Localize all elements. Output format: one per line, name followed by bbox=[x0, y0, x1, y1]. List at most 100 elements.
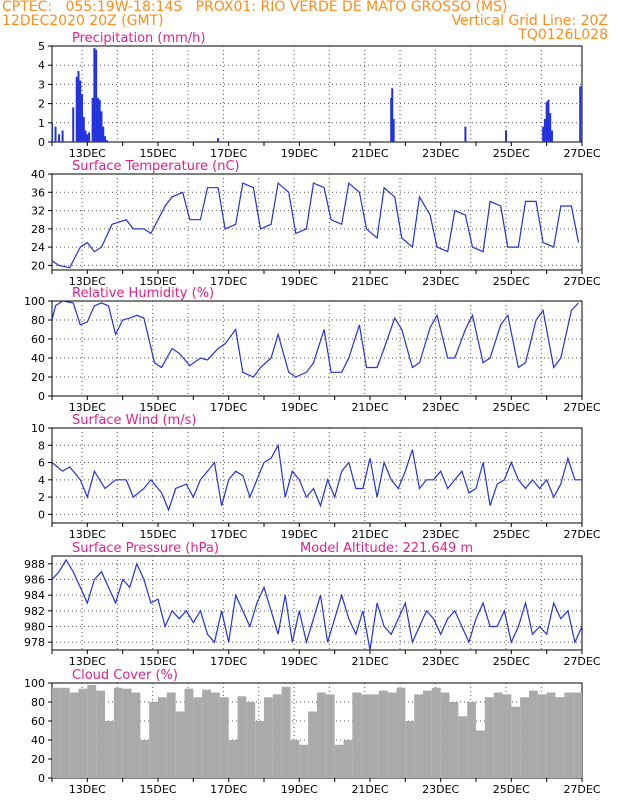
cloud-bar bbox=[202, 689, 211, 778]
precip-xtick-label: 23DEC bbox=[422, 147, 459, 160]
precip-bar bbox=[96, 97, 99, 142]
precip-bar bbox=[91, 97, 94, 142]
cloud-bar bbox=[105, 721, 114, 778]
cloud-title: Cloud Cover (%) bbox=[72, 668, 178, 683]
rh-ytick-label: 0 bbox=[38, 390, 45, 403]
temp-title: Surface Temperature (nC) bbox=[72, 159, 240, 174]
wind-panel: Surface Wind (m/s) 0 2 4 6 8 10 13DEC 15DEC 17DEC… bbox=[31, 413, 601, 541]
cloud-bar bbox=[493, 692, 503, 778]
cloud-bar bbox=[60, 687, 70, 778]
pressure-ytick-label: 978 bbox=[24, 636, 45, 649]
precip-bar bbox=[464, 126, 467, 142]
rh-xtick-label: 23DEC bbox=[422, 401, 459, 414]
temp-xtick-label: 25DEC bbox=[493, 275, 530, 288]
cloud-bar bbox=[193, 697, 203, 778]
precip-bar bbox=[81, 94, 84, 142]
cloud-bar bbox=[370, 694, 379, 778]
precip-panel: Precipitation (mm/h) 0 1 2 3 4 5 13DEC 15DEC 17DE… bbox=[38, 31, 601, 160]
cloud-bar bbox=[529, 690, 538, 778]
wind-ytick-label: 0 bbox=[38, 508, 45, 521]
rh-xtick-label: 13DEC bbox=[69, 401, 106, 414]
precip-bar bbox=[545, 101, 548, 142]
wind-xtick-label: 13DEC bbox=[69, 528, 106, 541]
temp-ytick-label: 36 bbox=[31, 186, 45, 199]
cloud-bar bbox=[317, 692, 326, 778]
cloud-ytick-label: 0 bbox=[38, 772, 45, 785]
wind-frame bbox=[51, 427, 583, 524]
precip-bar bbox=[105, 140, 108, 142]
precip-bar bbox=[95, 49, 98, 142]
precip-frame bbox=[51, 45, 583, 143]
cloud-bar bbox=[175, 711, 185, 778]
temp-ytick-label: 32 bbox=[31, 205, 45, 218]
precip-bar bbox=[550, 130, 553, 142]
rh-xtick-label: 27DEC bbox=[563, 401, 600, 414]
temp-panel: Surface Temperature (nC) 20 24 28 32 36 40 13DE… bbox=[31, 159, 601, 288]
cloud-bar bbox=[511, 706, 521, 778]
cloud-bar bbox=[334, 744, 344, 778]
pressure-ytick-label: 988 bbox=[24, 558, 45, 571]
cloud-bar bbox=[299, 744, 309, 778]
temp-xtick-label: 27DEC bbox=[563, 275, 600, 288]
temp-xtick-label: 23DEC bbox=[422, 275, 459, 288]
header-date: 12DEC2020 20Z (GMT) bbox=[2, 13, 164, 29]
pressure-xtick-label: 21DEC bbox=[351, 655, 388, 668]
cloud-ytick-label: 80 bbox=[31, 696, 45, 709]
cloud-panel: Cloud Cover (%) 0 20 40 60 80 100 13DEC 15DEC 17D… bbox=[24, 668, 601, 796]
cloud-bar bbox=[449, 702, 459, 778]
rh-xtick-label: 15DEC bbox=[139, 401, 176, 414]
temp-ytick-label: 28 bbox=[31, 223, 45, 236]
precip-xtick-label: 25DEC bbox=[493, 147, 530, 160]
pressure-series-line bbox=[52, 558, 582, 650]
precip-bar bbox=[82, 117, 85, 142]
cloud-bar bbox=[122, 688, 132, 778]
cloud-bar bbox=[96, 690, 105, 778]
precip-bar bbox=[217, 138, 220, 142]
cloud-ytick-label: 20 bbox=[31, 753, 45, 766]
rh-title: Relative Humidity (%) bbox=[72, 286, 214, 301]
precip-bar bbox=[72, 107, 75, 142]
rh-panel: Relative Humidity (%) 0 20 40 60 80 100 13DEC 15… bbox=[24, 286, 601, 414]
cloud-bar bbox=[573, 692, 582, 778]
cloud-xtick-label: 15DEC bbox=[139, 783, 176, 796]
precip-ytick-label: 2 bbox=[38, 98, 45, 111]
cloud-xtick-label: 17DEC bbox=[210, 783, 247, 796]
cloud-bar bbox=[166, 692, 176, 778]
precip-bar bbox=[84, 130, 87, 142]
cloud-bar bbox=[184, 688, 194, 778]
pressure-xtick-label: 17DEC bbox=[210, 655, 247, 668]
cloud-bar bbox=[361, 694, 370, 778]
cloud-bar bbox=[405, 721, 415, 778]
pressure-ytick-label: 980 bbox=[24, 621, 45, 634]
cloud-bar bbox=[414, 694, 423, 778]
wind-xtick-label: 17DEC bbox=[210, 528, 247, 541]
precip-bar bbox=[93, 47, 96, 142]
pressure-ytick-label: 984 bbox=[24, 589, 45, 602]
cloud-bar bbox=[246, 702, 256, 778]
precip-bar bbox=[505, 130, 508, 142]
cloud-xtick-label: 23DEC bbox=[422, 783, 459, 796]
wind-xtick-label: 21DEC bbox=[351, 528, 388, 541]
header-model: TQ0126L028 bbox=[518, 27, 608, 43]
precip-ytick-label: 1 bbox=[38, 117, 45, 130]
rh-xtick-label: 17DEC bbox=[210, 401, 247, 414]
precip-xtick-label: 27DEC bbox=[563, 147, 600, 160]
temp-ytick-label: 20 bbox=[31, 259, 45, 272]
wind-xtick-label: 27DEC bbox=[563, 528, 600, 541]
pressure-title: Surface Pressure (hPa) bbox=[72, 541, 219, 556]
precip-xtick-label: 13DEC bbox=[69, 147, 106, 160]
pressure-annotation: Model Altitude: 221.649 m bbox=[300, 541, 473, 556]
cloud-bar bbox=[352, 692, 362, 778]
cloud-bar bbox=[431, 687, 441, 778]
cloud-bar bbox=[555, 697, 565, 778]
wind-ytick-label: 10 bbox=[31, 422, 45, 435]
cloud-xtick-label: 27DEC bbox=[563, 783, 600, 796]
wind-xtick-label: 23DEC bbox=[422, 528, 459, 541]
precip-bar bbox=[392, 118, 395, 142]
cloud-bar bbox=[272, 694, 282, 778]
temp-xtick-label: 15DEC bbox=[139, 275, 176, 288]
cloud-bar bbox=[440, 692, 450, 778]
precip-bar bbox=[547, 99, 550, 142]
precip-bar bbox=[75, 76, 78, 142]
precip-xtick-label: 21DEC bbox=[351, 147, 388, 160]
